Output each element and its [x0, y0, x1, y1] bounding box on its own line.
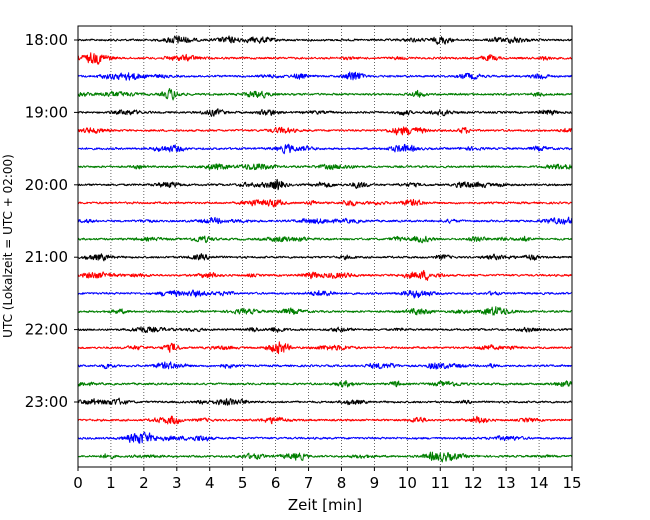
trace-2015: [77, 198, 573, 208]
plot-frame: [77, 25, 573, 468]
y-tick-label: 19:00: [25, 103, 68, 121]
x-axis-ticks: 0 1 2 3 4 5 6 7 8 9 10 11 12 13 14 15: [73, 467, 582, 492]
trace-2130: [77, 289, 573, 299]
trace-2045: [77, 235, 573, 244]
trace-2315: [77, 415, 573, 425]
trace-1830: [77, 71, 573, 81]
trace-2215: [77, 341, 573, 355]
trace-2115: [77, 269, 573, 281]
x-tick-label: 14: [530, 474, 549, 492]
y-tick-label: 18:00: [25, 31, 68, 49]
trace-2245: [77, 379, 573, 388]
x-tick-label: 12: [464, 474, 483, 492]
trace-1915: [77, 126, 573, 136]
x-tick-label: 11: [431, 474, 450, 492]
x-tick-label: 4: [205, 474, 215, 492]
trace-2100: [77, 253, 573, 262]
y-tick-label: 20:00: [25, 176, 68, 194]
trace-1945: [77, 163, 573, 171]
trace-2300: [77, 397, 573, 406]
y-tick-label: 22:00: [25, 321, 68, 339]
y-axis-label: UTC (Lokalzeit = UTC + 02:00): [1, 154, 15, 338]
trace-2145: [77, 306, 573, 316]
trace-1800: [77, 35, 573, 45]
y-tick-label: 23:00: [25, 393, 68, 411]
x-tick-label: 15: [562, 474, 581, 492]
trace-2345: [77, 451, 573, 463]
trace-2030: [77, 216, 573, 225]
x-tick-label: 0: [73, 474, 83, 492]
trace-2200: [77, 326, 573, 334]
trace-2230: [77, 361, 573, 370]
trace-1815: [77, 52, 573, 65]
y-tick-label: 21:00: [25, 248, 68, 266]
x-tick-label: 6: [271, 474, 281, 492]
trace-group: [77, 35, 573, 463]
trace-2330: [77, 431, 573, 444]
x-tick-label: 5: [238, 474, 248, 492]
trace-1930: [77, 143, 573, 155]
trace-1845: [77, 88, 573, 101]
x-tick-label: 13: [497, 474, 516, 492]
x-tick-label: 9: [370, 474, 380, 492]
x-tick-label: 3: [172, 474, 182, 492]
x-tick-label: 10: [398, 474, 417, 492]
x-tick-label: 8: [337, 474, 347, 492]
x-tick-label: 7: [304, 474, 314, 492]
trace-1900: [77, 108, 573, 117]
y-axis-ticks: 18:00 19:00 20:00 21:00 22:00 23:00: [25, 31, 78, 411]
x-tick-label: 1: [106, 474, 116, 492]
x-axis-label: Zeit [min]: [288, 496, 362, 514]
trace-2000: [77, 178, 573, 191]
x-tick-label: 2: [139, 474, 149, 492]
